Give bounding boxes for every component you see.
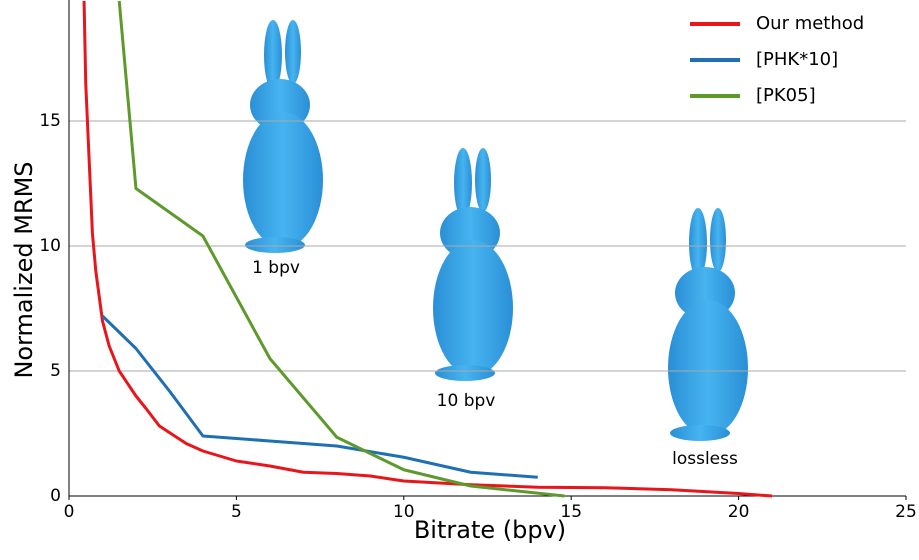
legend-label: [PK05] — [756, 85, 816, 106]
x-tick-label: 10 — [393, 502, 415, 522]
annotation: 1 bpv — [252, 258, 300, 278]
annotation: lossless — [672, 449, 738, 469]
x-tick-label: 15 — [560, 502, 582, 522]
bunny-image — [668, 208, 748, 441]
x-tick-label: 0 — [64, 502, 75, 522]
x-tick-label: 20 — [728, 502, 750, 522]
bunny-image — [243, 20, 323, 253]
y-tick-label: 5 — [50, 361, 61, 381]
legend-label: [PHK*10] — [756, 49, 838, 70]
series-line — [119, 1, 564, 496]
y-tick-label: 15 — [39, 111, 61, 131]
chart: Bitrate (bpv) Normalized MRMS 0 5 10 15 0 5 10… — [0, 0, 919, 556]
x-tick-label: 25 — [895, 502, 917, 522]
annotation: 10 bpv — [437, 391, 496, 411]
series-line — [84, 1, 772, 496]
y-axis-label: Normalized MRMS — [10, 161, 38, 378]
y-tick-label: 0 — [50, 486, 61, 506]
legend-label: Our method — [756, 13, 864, 34]
x-axis-label: Bitrate (bpv) — [414, 516, 566, 544]
bunny-image — [433, 148, 513, 381]
x-tick-label: 5 — [231, 502, 242, 522]
y-tick-label: 10 — [39, 236, 61, 256]
